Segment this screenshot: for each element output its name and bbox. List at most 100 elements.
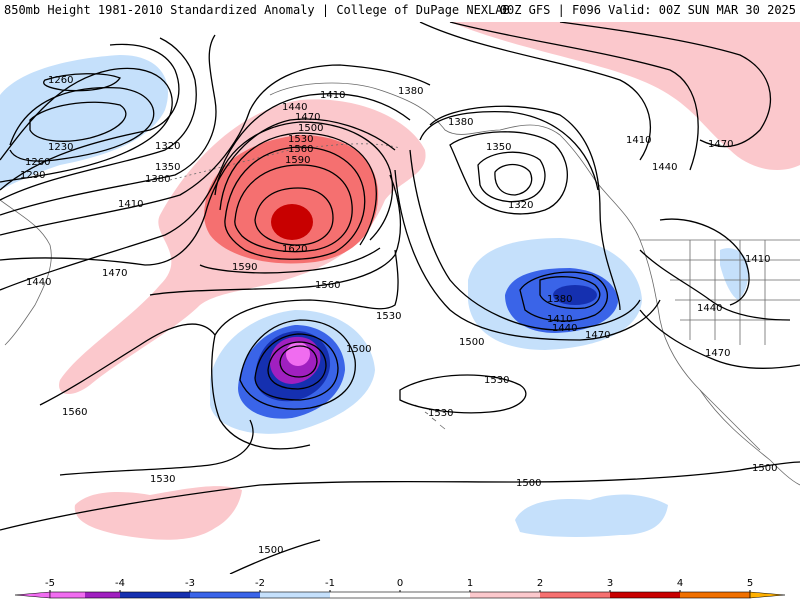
contour-label: 1230: [48, 142, 73, 153]
contour-label: 1530: [150, 474, 175, 485]
contour-label: 1410: [626, 135, 651, 146]
contour-label: 1320: [508, 200, 533, 211]
header: 850mb Height 1981-2010 Standardized Anom…: [0, 0, 800, 22]
contour-label: 1440: [697, 303, 722, 314]
contour-1500-low: [239, 319, 356, 410]
contour-label: 1470: [585, 330, 610, 341]
contour-1500-east: [394, 169, 661, 341]
contour-label: 1500: [752, 463, 777, 474]
legend-swatch: [120, 592, 190, 598]
contour-1470-ne: [559, 22, 772, 148]
contour-1350: [0, 37, 197, 201]
contour-1470-rockies: [639, 309, 800, 369]
north-america-coast: [594, 179, 761, 451]
contour-label: 1320: [155, 141, 180, 152]
contour-1320-east: [494, 163, 533, 196]
contour-1380: [0, 34, 217, 216]
legend-swatch: [260, 592, 330, 598]
contour-1530-high: [219, 132, 377, 246]
legend-tick-label: 3: [607, 578, 613, 589]
contour-label: 1500: [516, 478, 541, 489]
legend-arrow-left: [14, 591, 51, 599]
geography-lines: [0, 82, 800, 486]
contour-1530-west: [59, 419, 254, 476]
contour-label: 1350: [486, 142, 511, 153]
contour-label: 1260: [25, 157, 50, 168]
anomaly-map: 1260 1230 1260 1290 1320 1350 1380 1410 …: [0, 22, 800, 574]
legend-tick-label: 4: [677, 578, 683, 589]
contour-1290: [0, 67, 173, 183]
contour-1350-east: [477, 151, 546, 203]
contour-label: 1500: [346, 344, 371, 355]
legend-swatch: [50, 592, 85, 598]
legend-swatch: [470, 592, 540, 598]
contour-label: 1380: [398, 86, 423, 97]
contour-1560-outer: [149, 174, 402, 296]
map-title: 850mb Height 1981-2010 Standardized Anom…: [4, 3, 510, 17]
positive-anomaly-2: [204, 135, 379, 264]
aleutian-chain: [169, 143, 401, 181]
legend-tick-label: -4: [115, 578, 125, 589]
contour-1500-south: [0, 461, 800, 531]
contour-label: 1560: [62, 407, 87, 418]
legend-tick-label: -2: [255, 578, 265, 589]
negative-anomaly-east-3: [553, 285, 597, 305]
contour-label: 1440: [552, 323, 577, 334]
contour-label: 1470: [705, 348, 730, 359]
contour-label: 1500: [298, 123, 323, 134]
contour-label: 1530: [376, 311, 401, 322]
negative-anomaly-rockies: [720, 248, 749, 300]
negative-anomaly-se: [515, 494, 668, 537]
contour-1410-rockies: [659, 218, 750, 306]
contour-label: 1530: [484, 375, 509, 386]
contour-label: 1410: [745, 254, 770, 265]
contour-1380-east: [449, 131, 568, 215]
contour-label: 1560: [315, 280, 340, 291]
color-legend: -5 -4 -3 -2 -1 0 1 2 3 4 5: [14, 578, 786, 599]
legend-tick-label: 5: [747, 578, 753, 589]
height-contours: [0, 22, 800, 574]
contour-label: 1260: [48, 75, 73, 86]
state-lines-1: [660, 259, 800, 321]
contour-label: 1620: [282, 244, 307, 255]
contour-label: 1410: [320, 90, 345, 101]
mexico-coast: [699, 389, 800, 486]
legend-tick-label: -3: [185, 578, 195, 589]
legend-swatch: [190, 592, 260, 598]
contour-label: 1530: [288, 134, 313, 145]
contour-label: 1560: [288, 144, 313, 155]
contour-label: 1440: [26, 277, 51, 288]
legend-swatch: [540, 592, 610, 598]
contour-1410: [0, 64, 431, 236]
contour-1530-mid: [214, 249, 399, 336]
positive-anomaly-3: [271, 204, 313, 240]
legend-tick-label: -1: [325, 578, 335, 589]
contour-1530-hawaii: [399, 374, 527, 414]
contour-label: 1590: [232, 262, 257, 273]
contour-label: 1500: [459, 337, 484, 348]
contour-1470-low: [254, 333, 339, 401]
contour-label: 1380: [547, 294, 572, 305]
legend-swatch: [680, 592, 750, 598]
contour-label: 1500: [258, 545, 283, 556]
contour-1560-high: [224, 146, 366, 260]
contour-label: 1530: [428, 408, 453, 419]
contour-1320: [0, 43, 180, 191]
contour-labels: 1260 1230 1260 1290 1320 1350 1380 1410 …: [20, 75, 777, 556]
contour-1440-east: [419, 110, 599, 191]
contour-1530-east: [539, 276, 601, 310]
legend-swatch: [330, 592, 470, 598]
model-valid-time: 00Z GFS | F096 Valid: 00Z SUN MAR 30 202…: [499, 3, 796, 17]
contour-1500-bottom: [229, 539, 321, 574]
contour-label: 1290: [20, 170, 45, 181]
contour-label: 1410: [118, 199, 143, 210]
contour-1410-low: [279, 345, 318, 378]
legend-tick-label: -5: [45, 578, 55, 589]
contour-label: 1410: [547, 314, 572, 325]
legend-swatch: [85, 592, 120, 598]
contour-1500-east-2: [519, 271, 609, 322]
contour-1440-low: [267, 341, 327, 390]
contour-1620: [254, 187, 334, 246]
legend-swatch: [610, 592, 680, 598]
positive-anomaly-ne: [450, 22, 800, 170]
